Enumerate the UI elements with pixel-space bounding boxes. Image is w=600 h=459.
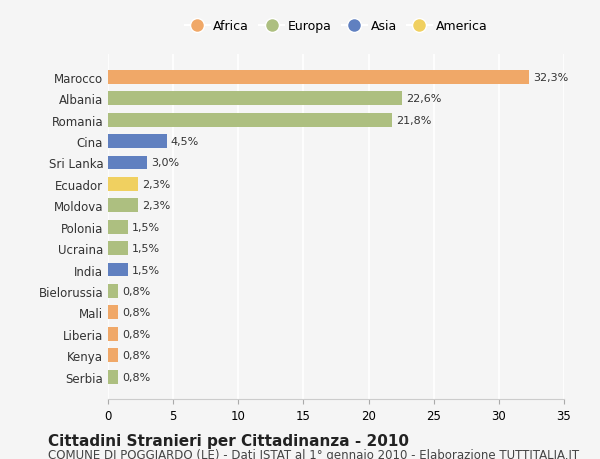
Bar [108,284,118,298]
Text: 0,8%: 0,8% [122,308,151,318]
Text: 2,3%: 2,3% [142,179,170,190]
Bar [108,306,118,319]
Bar [108,92,403,106]
Bar [108,135,167,149]
Text: 4,5%: 4,5% [170,137,199,147]
Text: 0,8%: 0,8% [122,350,151,360]
Bar [108,241,128,256]
Text: 3,0%: 3,0% [151,158,179,168]
Bar [108,156,147,170]
Bar [108,348,118,362]
Text: COMUNE DI POGGIARDO (LE) - Dati ISTAT al 1° gennaio 2010 - Elaborazione TUTTITAL: COMUNE DI POGGIARDO (LE) - Dati ISTAT al… [48,448,579,459]
Bar [108,71,529,84]
Text: 2,3%: 2,3% [142,201,170,211]
Text: 22,6%: 22,6% [406,94,442,104]
Bar [108,199,138,213]
Bar [108,178,138,191]
Bar [108,263,128,277]
Text: 32,3%: 32,3% [533,73,568,83]
Bar [108,113,392,127]
Legend: Africa, Europa, Asia, America: Africa, Europa, Asia, America [181,17,491,37]
Text: 1,5%: 1,5% [131,222,160,232]
Bar [108,327,118,341]
Bar [108,370,118,384]
Text: 1,5%: 1,5% [131,265,160,275]
Text: 0,8%: 0,8% [122,329,151,339]
Text: 0,8%: 0,8% [122,372,151,382]
Bar [108,220,128,234]
Text: 0,8%: 0,8% [122,286,151,296]
Text: 1,5%: 1,5% [131,244,160,253]
Text: 21,8%: 21,8% [396,115,431,125]
Text: Cittadini Stranieri per Cittadinanza - 2010: Cittadini Stranieri per Cittadinanza - 2… [48,433,409,448]
